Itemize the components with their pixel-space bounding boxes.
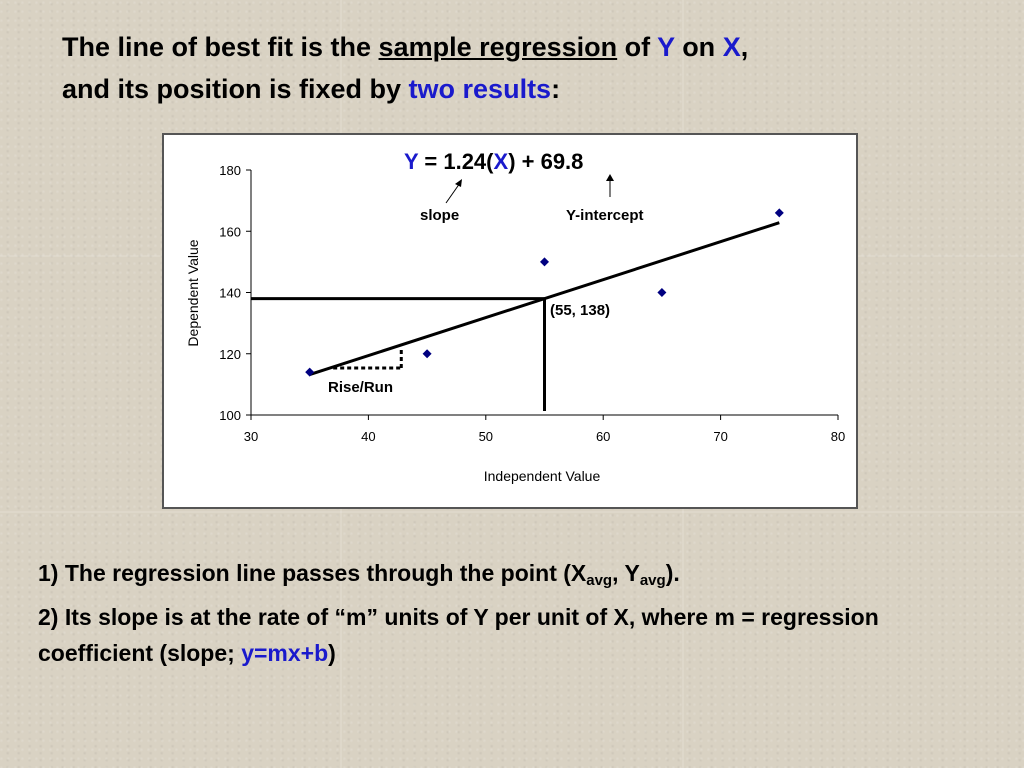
formula: y=mx+b	[241, 640, 329, 666]
y-axis-label: Dependent Value	[185, 239, 201, 346]
title-text: :	[551, 74, 561, 104]
slope-label: slope	[420, 207, 459, 224]
chart-panel: 100 120 140 160 180 30 40 50 60 70 80 Y = 1.24(X) …	[162, 133, 858, 509]
equation: Y = 1.24(X) + 69.8	[404, 149, 583, 174]
data-point	[422, 349, 432, 359]
x-tick-label: 60	[596, 429, 610, 444]
title-text: on	[674, 32, 723, 62]
data-points	[305, 208, 784, 377]
bullet-2-text: )	[328, 640, 336, 666]
slope-arrowhead	[455, 179, 462, 187]
annotations: Y = 1.24(X) + 69.8 slope Y-intercept Ris…	[185, 149, 644, 484]
subscript-avg: avg	[586, 572, 613, 589]
title-y: Y	[657, 32, 675, 62]
y-tick-label: 160	[219, 224, 241, 239]
x-tick-label: 40	[361, 429, 375, 444]
bullet-2: 2) Its slope is at the rate of “m” units…	[38, 599, 998, 671]
equation-x: X	[494, 149, 509, 174]
regression-line-group	[309, 221, 780, 377]
mean-guides	[251, 297, 546, 411]
axes: 100 120 140 160 180 30 40 50 60 70 80	[219, 163, 845, 444]
y-tick-label: 180	[219, 163, 241, 178]
intercept-label: Y-intercept	[566, 207, 644, 224]
equation-mid: = 1.24(	[418, 149, 494, 174]
bullet-list: 1) The regression line passes through th…	[38, 555, 998, 679]
subscript-avg: avg	[639, 572, 666, 589]
data-point	[540, 257, 549, 267]
x-tick-label: 30	[244, 429, 258, 444]
title-text: The line of best fit is the	[62, 32, 379, 62]
rise-run-label: Rise/Run	[328, 379, 393, 396]
y-tick-label: 140	[219, 286, 241, 301]
regression-line	[309, 221, 780, 377]
bullet-1-text: , Y	[612, 560, 640, 586]
mean-point-label: (55, 138)	[550, 302, 610, 319]
scatter-chart: 100 120 140 160 180 30 40 50 60 70 80 Y = 1.24(X) …	[185, 149, 845, 484]
title-two-results: two results	[408, 74, 552, 104]
data-point	[657, 288, 667, 297]
bullet-1: 1) The regression line passes through th…	[38, 555, 998, 591]
bullet-2-text: 2) Its slope is at the rate of “m” units…	[38, 604, 879, 666]
slide-title: The line of best fit is the sample regre…	[62, 26, 1002, 110]
title-x: X	[722, 32, 741, 62]
bullet-1-text: 1) The regression line passes through th…	[38, 560, 587, 586]
title-text: ,	[740, 32, 749, 62]
equation-y: Y	[404, 149, 419, 174]
y-tick-label: 120	[219, 347, 241, 362]
title-underlined: sample regression	[378, 32, 618, 62]
intercept-arrowhead	[606, 174, 614, 181]
bullet-1-text: ).	[665, 560, 680, 586]
y-tick-label: 100	[219, 408, 241, 423]
equation-rest: ) + 69.8	[508, 149, 583, 174]
title-text: and its position is fixed by	[62, 74, 409, 104]
x-axis-label: Independent Value	[484, 468, 601, 484]
x-tick-label: 50	[479, 429, 493, 444]
title-text: of	[617, 32, 658, 62]
x-tick-label: 70	[713, 429, 727, 444]
data-point	[305, 367, 315, 377]
data-point	[774, 208, 784, 218]
slope-arrow	[445, 182, 461, 204]
x-tick-label: 80	[831, 429, 845, 444]
